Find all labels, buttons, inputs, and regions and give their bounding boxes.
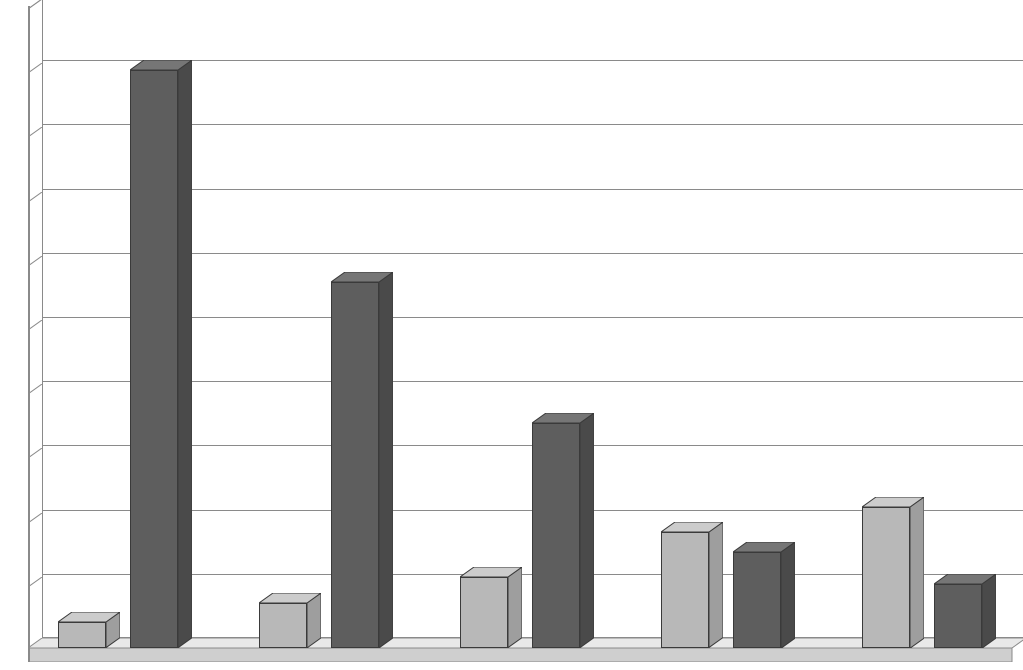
bar-side [508, 567, 522, 648]
bar-side [379, 272, 393, 648]
bar-series-b [130, 70, 178, 648]
gridline-side [28, 574, 42, 584]
bar-top [259, 593, 321, 603]
bar-top [460, 567, 522, 577]
bar-front [460, 577, 508, 648]
bar-series-b [532, 423, 580, 648]
gridline-side [28, 60, 42, 70]
bar-top [130, 60, 192, 70]
gridline-side [28, 445, 42, 455]
gridline-side [28, 124, 42, 134]
bar-series-a [58, 622, 106, 648]
bar-top [58, 612, 120, 622]
bar-series-b [934, 584, 982, 648]
y-axis-line [28, 6, 30, 662]
bar-front [733, 552, 781, 648]
bar-front [862, 507, 910, 648]
gridline-side [28, 381, 42, 391]
bar-top [661, 522, 723, 532]
bar-front [331, 282, 379, 648]
bar-top [862, 497, 924, 507]
bar-series-b [733, 552, 781, 648]
bar-side [580, 413, 594, 648]
bar-side [910, 497, 924, 648]
bar-series-a [259, 603, 307, 648]
bar-top [532, 413, 594, 423]
bar-series-a [862, 507, 910, 648]
bar-front [934, 584, 982, 648]
gridline-side [28, 253, 42, 263]
top-left-corner [28, 0, 42, 6]
bar-side [781, 542, 795, 648]
gridline-side [28, 189, 42, 199]
gridline-side [28, 510, 42, 520]
bar-top [934, 574, 996, 584]
bar-top [733, 542, 795, 552]
bar-side [178, 60, 192, 648]
gridline-side [28, 317, 42, 327]
bar-front [532, 423, 580, 648]
bar-side [709, 522, 723, 648]
bar-front [58, 622, 106, 648]
bar-top [331, 272, 393, 282]
bar-side [982, 574, 996, 648]
bar-series-a [661, 532, 709, 648]
bar-front [661, 532, 709, 648]
bar-chart-3d [0, 0, 1023, 670]
bar-series-b [331, 282, 379, 648]
bar-front [130, 70, 178, 648]
bar-series-a [460, 577, 508, 648]
bar-front [259, 603, 307, 648]
